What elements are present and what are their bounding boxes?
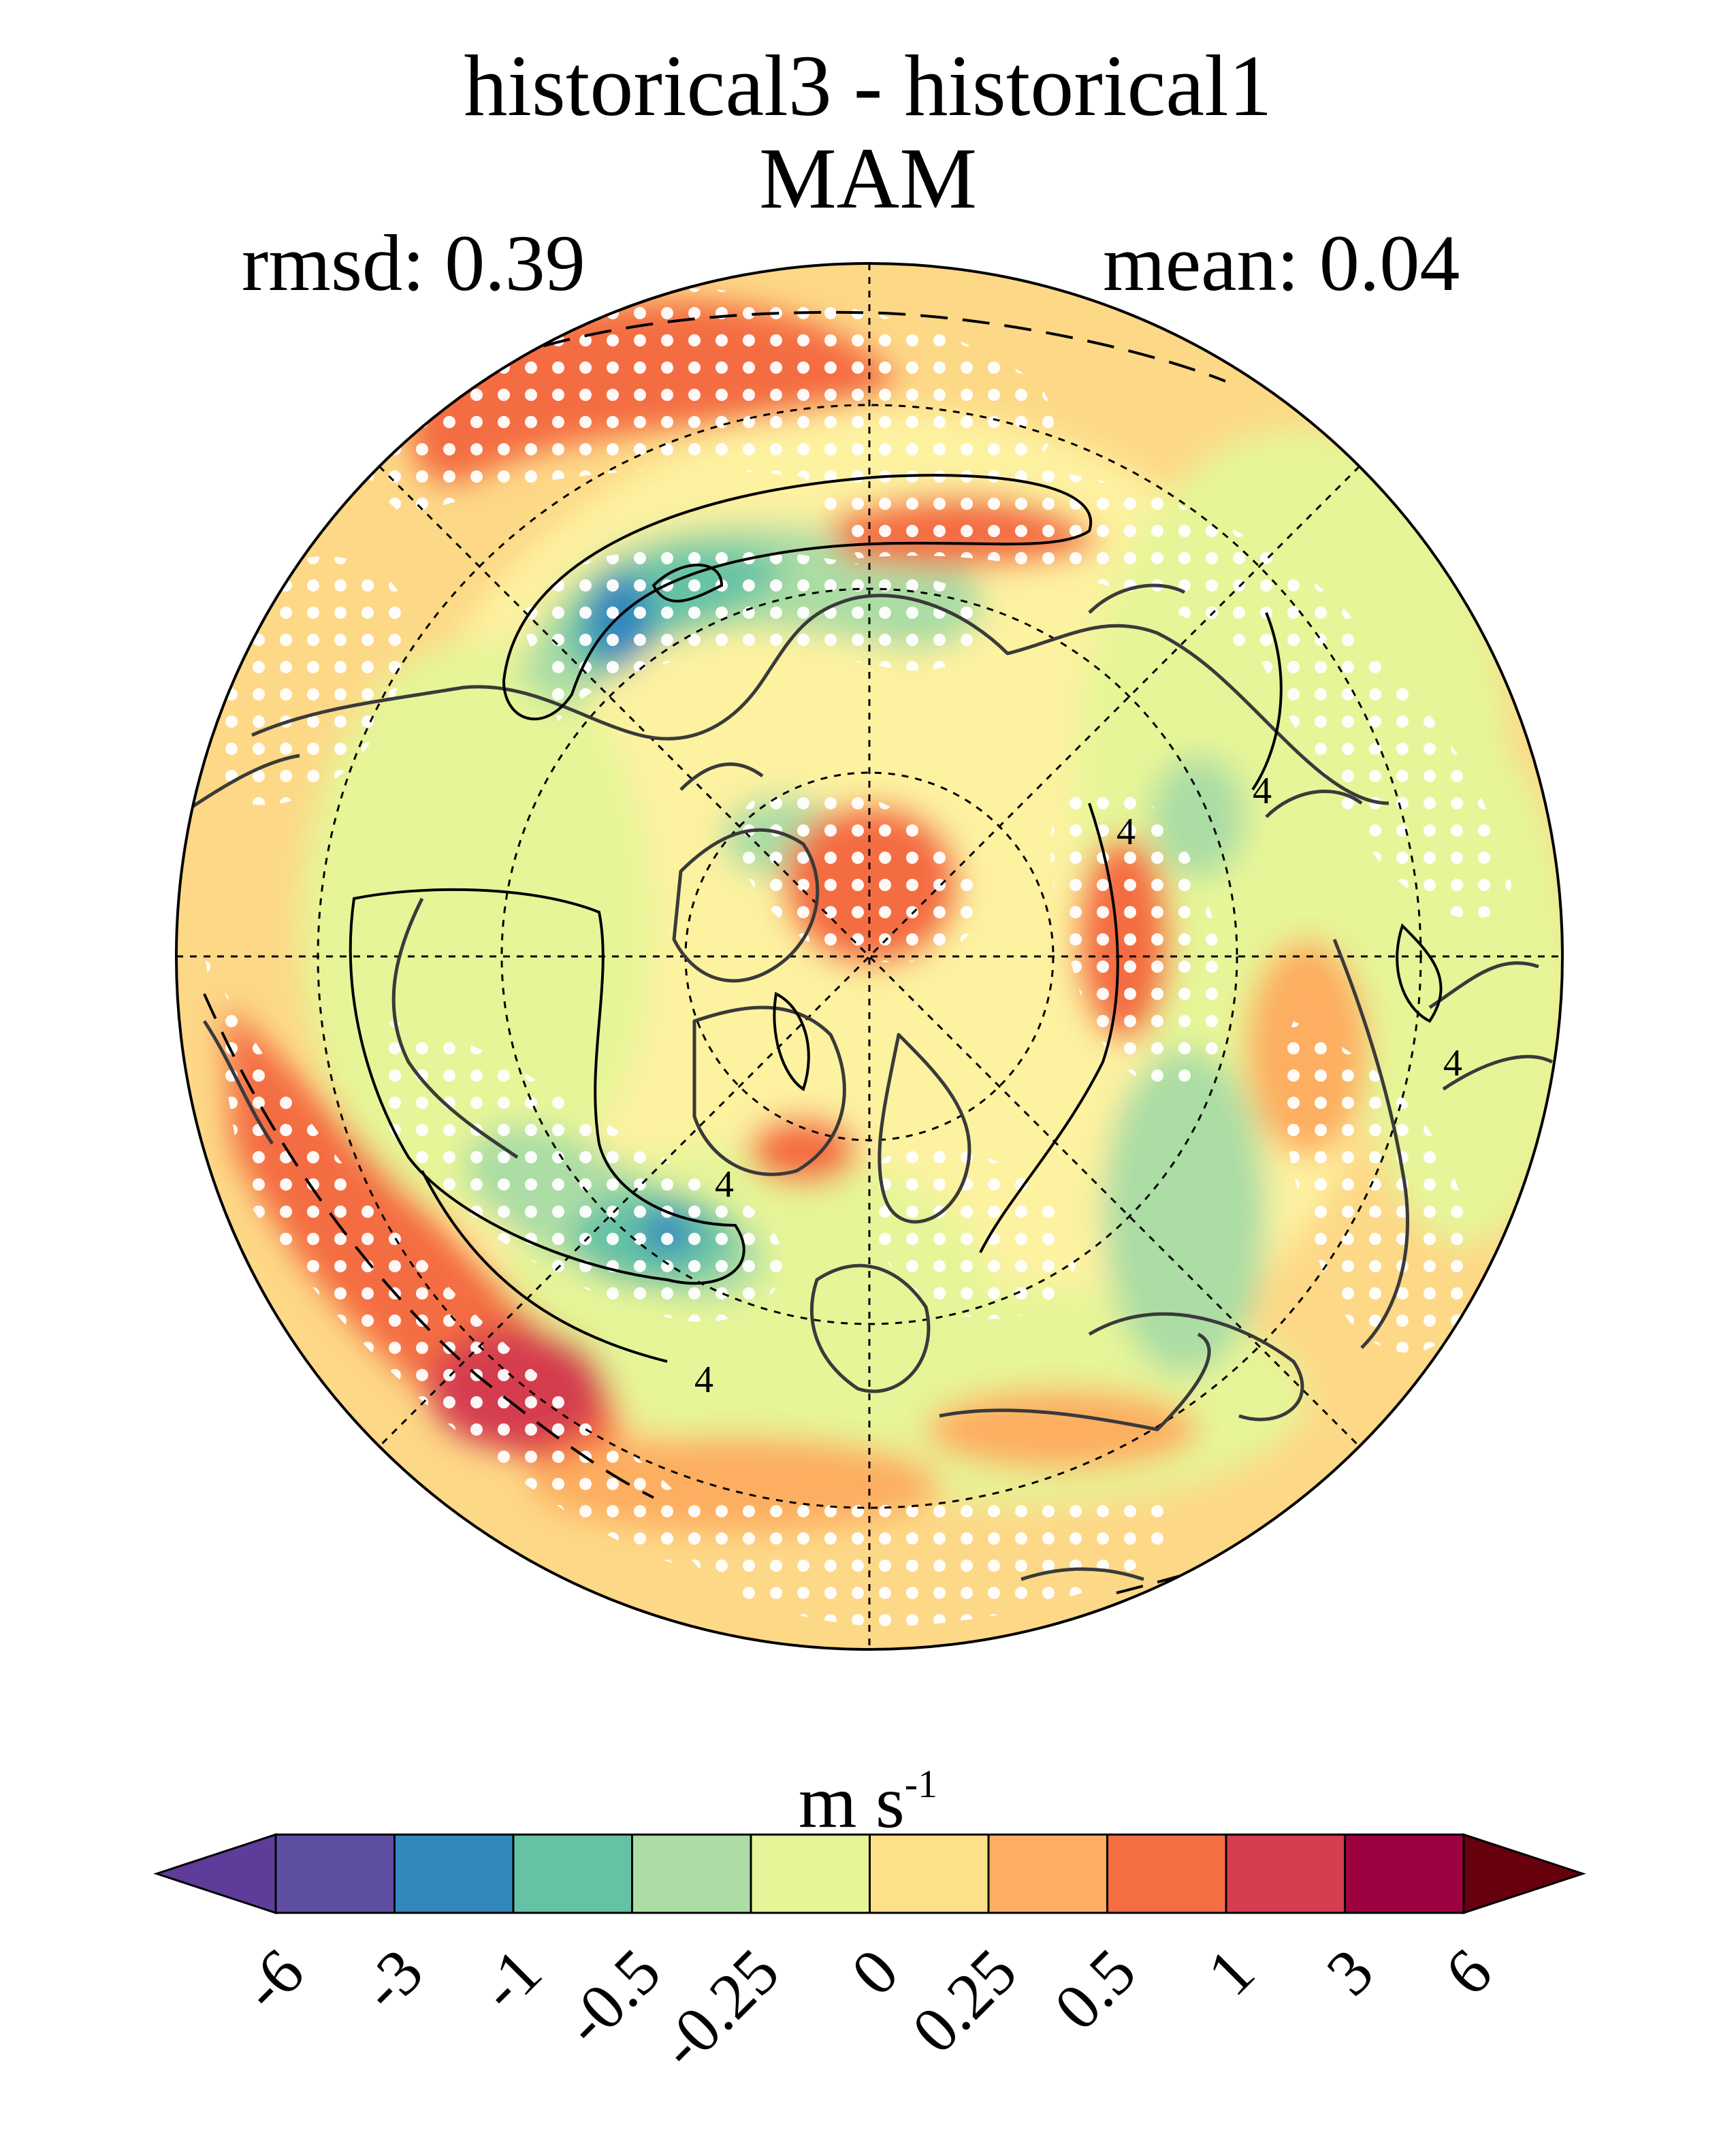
colorbar-box <box>1344 1833 1465 1914</box>
polar-map: 4 4 4 4 4 <box>175 262 1564 1651</box>
map-boundary <box>175 262 1564 1651</box>
colorbar-box <box>750 1833 871 1914</box>
colorbar-box <box>631 1833 752 1914</box>
season-title: MAM <box>758 130 978 227</box>
contour-label: 4 <box>694 1359 713 1401</box>
contour-label: 4 <box>1253 770 1272 812</box>
map-title: historical3 - historical1 <box>464 37 1272 134</box>
significance-stippling <box>185 287 1511 1627</box>
climatology-contours <box>349 474 1443 1363</box>
colorbar-box <box>1106 1833 1227 1914</box>
coastlines <box>176 583 1554 1581</box>
mean-label: mean: 0.04 <box>1103 219 1460 308</box>
contour-label: 4 <box>715 1163 734 1206</box>
contour-label: 4 <box>1443 1042 1462 1084</box>
colorbar-box <box>274 1833 396 1914</box>
colorbar-box <box>987 1833 1108 1914</box>
colorbar-units: m s-1 <box>0 1764 1736 1839</box>
colorbar-box <box>869 1833 990 1914</box>
rmsd-label: rmsd: 0.39 <box>242 219 585 308</box>
colorbar-box <box>512 1833 633 1914</box>
units-exponent: -1 <box>904 1762 938 1807</box>
colorbar-over-triangle <box>1462 1833 1586 1915</box>
colorbar-box <box>393 1833 515 1914</box>
units-main: m s <box>798 1760 905 1843</box>
colorbar-box <box>1225 1833 1346 1914</box>
colorbar-under-triangle <box>153 1833 277 1915</box>
contour-label: 4 <box>1116 811 1136 853</box>
